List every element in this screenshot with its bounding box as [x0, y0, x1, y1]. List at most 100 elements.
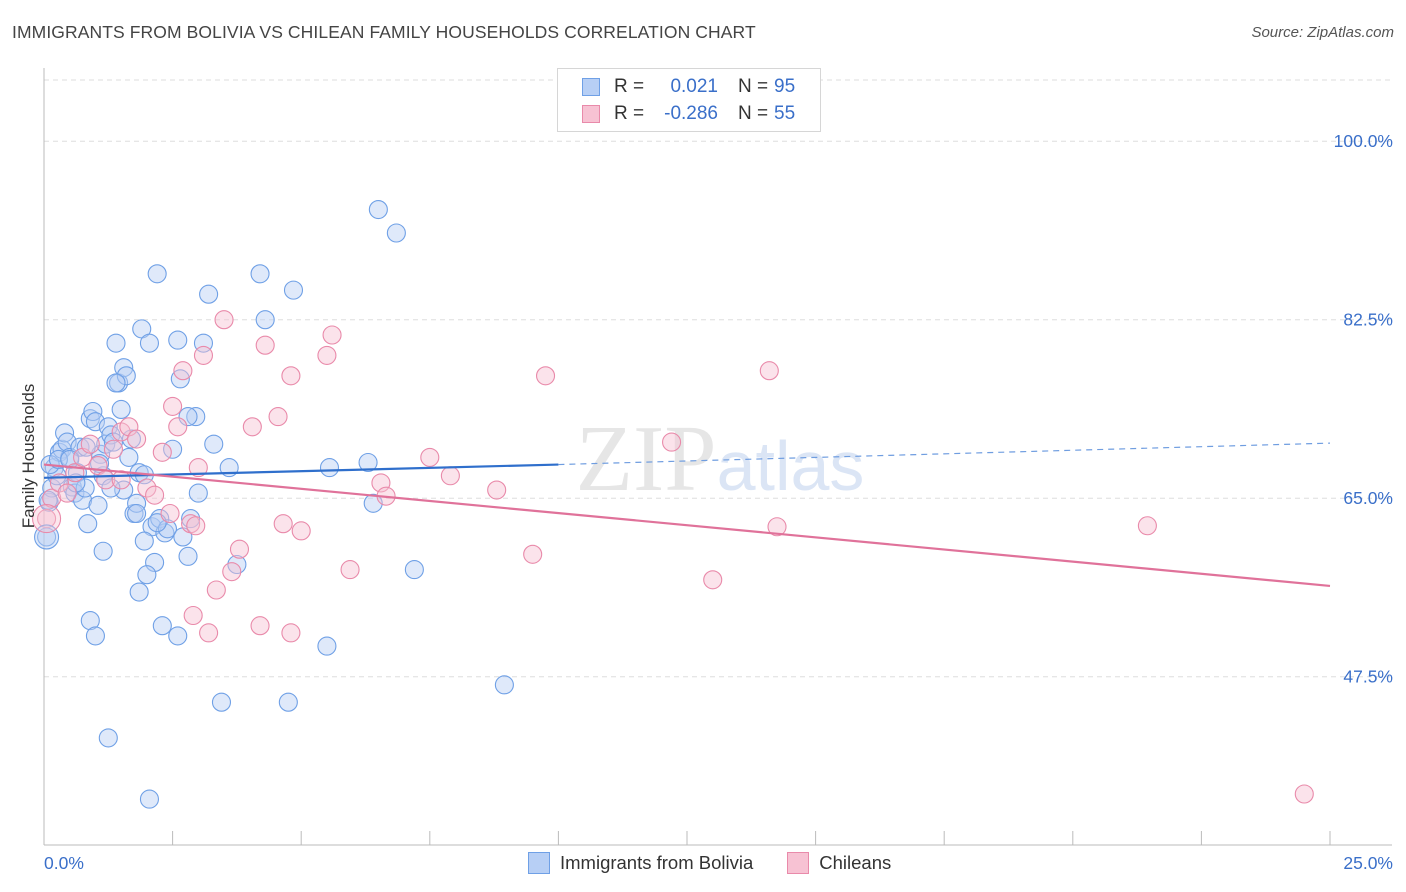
bolivia-point	[157, 519, 178, 539]
bolivia-point	[75, 478, 95, 498]
chileans-point	[229, 539, 250, 559]
bolivia-legend-swatch	[528, 852, 550, 874]
bolivia-point	[319, 458, 340, 478]
bolivia-point	[106, 373, 126, 393]
bolivia-point	[147, 264, 167, 284]
chileans-point	[160, 503, 180, 524]
bolivia-point	[204, 434, 224, 454]
chileans-point	[281, 366, 301, 386]
bolivia-point	[85, 412, 105, 432]
n-value: 95	[774, 76, 796, 97]
bolivia-point	[121, 429, 141, 449]
bolivia-point	[127, 493, 147, 513]
chileans-point	[57, 483, 77, 503]
bolivia-point	[139, 333, 160, 353]
bolivia-point	[168, 626, 188, 646]
r-value: 0.021	[670, 76, 718, 97]
bolivia-point	[386, 223, 406, 243]
chileans-point	[268, 407, 288, 427]
bolivia-point	[368, 199, 388, 220]
chileans-point	[255, 335, 275, 355]
bolivia-swatch	[582, 78, 600, 96]
chileans-point	[214, 310, 234, 330]
bolivia-point	[152, 616, 172, 636]
r-label: R =	[614, 103, 645, 124]
bolivia-point	[80, 409, 100, 429]
chileans-point	[487, 480, 507, 500]
chileans-point	[440, 466, 460, 486]
bolivia-point	[404, 560, 424, 580]
chileans-point	[340, 560, 360, 580]
bolivia-point	[147, 513, 167, 533]
chileans-point	[173, 361, 193, 381]
bolivia-point	[134, 531, 154, 551]
chileans-point	[273, 514, 293, 534]
y-tick-label: 47.5%	[1343, 667, 1393, 687]
chileans-point	[111, 470, 131, 490]
bolivia-point	[73, 490, 93, 510]
bolivia-point	[188, 483, 208, 503]
points-layer	[32, 199, 1314, 809]
bolivia-point	[88, 495, 108, 515]
bolivia-point	[80, 611, 100, 631]
bolivia-point	[494, 675, 514, 695]
chileans-point	[281, 623, 301, 643]
n-label: N =	[738, 103, 769, 124]
y-tick-label: 82.5%	[1343, 310, 1393, 330]
bolivia-point	[199, 284, 219, 304]
bolivia-point	[137, 565, 157, 585]
chileans-point	[183, 605, 203, 626]
legend-item-chileans[interactable]: Chileans	[787, 852, 891, 874]
bolivia-point	[65, 483, 85, 503]
chileans-point	[523, 544, 543, 564]
chileans-point	[1294, 784, 1314, 804]
chileans-point	[119, 417, 139, 437]
series-legend: Immigrants from Bolivia Chileans	[528, 852, 925, 874]
chileans-point	[137, 478, 157, 498]
legend-label-bolivia: Immigrants from Bolivia	[560, 852, 754, 873]
bolivia-point	[145, 552, 165, 573]
chileans-trend-line	[43, 463, 1331, 588]
bolivia-point	[168, 330, 188, 350]
chileans-point	[206, 580, 226, 600]
chileans-point	[168, 417, 188, 437]
bolivia-point	[111, 399, 131, 420]
chileans-point	[193, 345, 214, 365]
y-tick-label: 65.0%	[1343, 488, 1393, 508]
bolivia-point	[139, 789, 160, 809]
legend-item-bolivia[interactable]: Immigrants from Bolivia	[528, 852, 753, 874]
bolivia-trend-line	[43, 463, 559, 479]
r-value: -0.286	[664, 103, 718, 124]
bolivia-trend-extension	[558, 442, 1331, 466]
bolivia-point	[127, 503, 147, 524]
chileans-point	[767, 517, 787, 537]
chileans-point	[42, 488, 62, 508]
bolivia-point	[106, 333, 126, 353]
chart-title: IMMIGRANTS FROM BOLIVIA VS CHILEAN FAMIL…	[12, 22, 756, 42]
bolivia-point	[93, 541, 113, 561]
chileans-legend-swatch	[787, 852, 810, 874]
bolivia-point	[119, 447, 139, 467]
trend-layer	[43, 442, 1331, 588]
bolivia-point	[178, 546, 198, 566]
stats-legend-row-bolivia: R = 0.021 N = 95	[582, 75, 795, 99]
bolivia-point	[116, 366, 136, 386]
chileans-point	[152, 442, 172, 462]
chileans-point	[535, 366, 556, 386]
n-value: 55	[774, 103, 796, 124]
bolivia-point	[48, 449, 68, 469]
chileans-swatch	[582, 105, 600, 123]
bolivia-point	[358, 452, 378, 473]
bolivia-point	[211, 692, 232, 712]
chileans-point	[242, 417, 262, 437]
bolivia-point	[98, 728, 118, 748]
watermark: ZIPatlas	[576, 407, 865, 511]
chileans-point	[703, 570, 723, 590]
chileans-point	[188, 458, 208, 478]
bolivia-point	[283, 280, 304, 300]
legend-label-chileans: Chileans	[819, 852, 892, 873]
chileans-point	[103, 439, 123, 459]
chileans-point	[145, 485, 165, 505]
chileans-point	[32, 504, 62, 534]
